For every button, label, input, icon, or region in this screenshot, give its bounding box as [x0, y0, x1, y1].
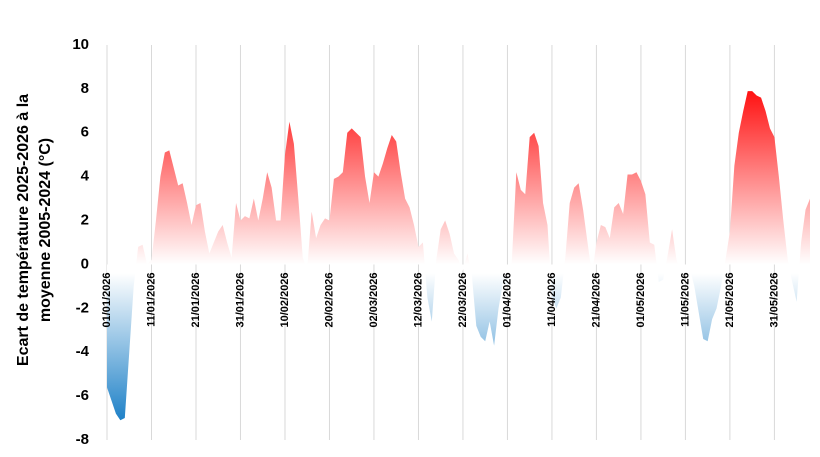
y-axis-title: Ecart de température 2025-2026 à la — [15, 94, 32, 366]
y-tick-label: 8 — [81, 80, 89, 97]
x-tick-label: 02/03/2026 — [368, 272, 380, 327]
x-tick-label: 31/01/2026 — [234, 272, 246, 327]
x-tick-label: 01/04/2026 — [501, 272, 513, 327]
x-tick-label: 21/01/2026 — [190, 272, 202, 327]
y-tick-label: 10 — [72, 36, 89, 53]
x-tick-label: 01/05/2026 — [635, 272, 647, 327]
x-tick-label: 22/03/2026 — [457, 272, 469, 327]
y-tick-label: -2 — [76, 299, 89, 316]
x-tick-label: 31/05/2026 — [768, 272, 780, 327]
x-tick-label: 20/02/2026 — [323, 272, 335, 327]
y-axis-title: moyenne 2005-2024 (°C) — [37, 138, 54, 322]
y-tick-label: 0 — [81, 255, 89, 272]
x-tick-label: 01/01/2026 — [101, 272, 113, 327]
y-tick-label: -4 — [76, 343, 90, 360]
y-tick-label: 6 — [81, 124, 89, 141]
y-tick-label: -6 — [76, 387, 89, 404]
x-tick-label: 12/03/2026 — [412, 272, 424, 327]
x-tick-label: 11/05/2026 — [679, 272, 691, 326]
y-tick-label: 2 — [81, 212, 89, 229]
x-tick-label: 11/04/2026 — [546, 272, 558, 326]
x-tick-label: 21/05/2026 — [724, 272, 736, 327]
y-tick-label: 4 — [81, 168, 90, 185]
x-tick-label: 21/04/2026 — [590, 272, 602, 327]
x-tick-label: 10/02/2026 — [279, 272, 291, 327]
x-tick-label: 11/01/2026 — [145, 272, 157, 326]
area — [107, 91, 810, 421]
y-tick-label: -8 — [76, 431, 89, 448]
